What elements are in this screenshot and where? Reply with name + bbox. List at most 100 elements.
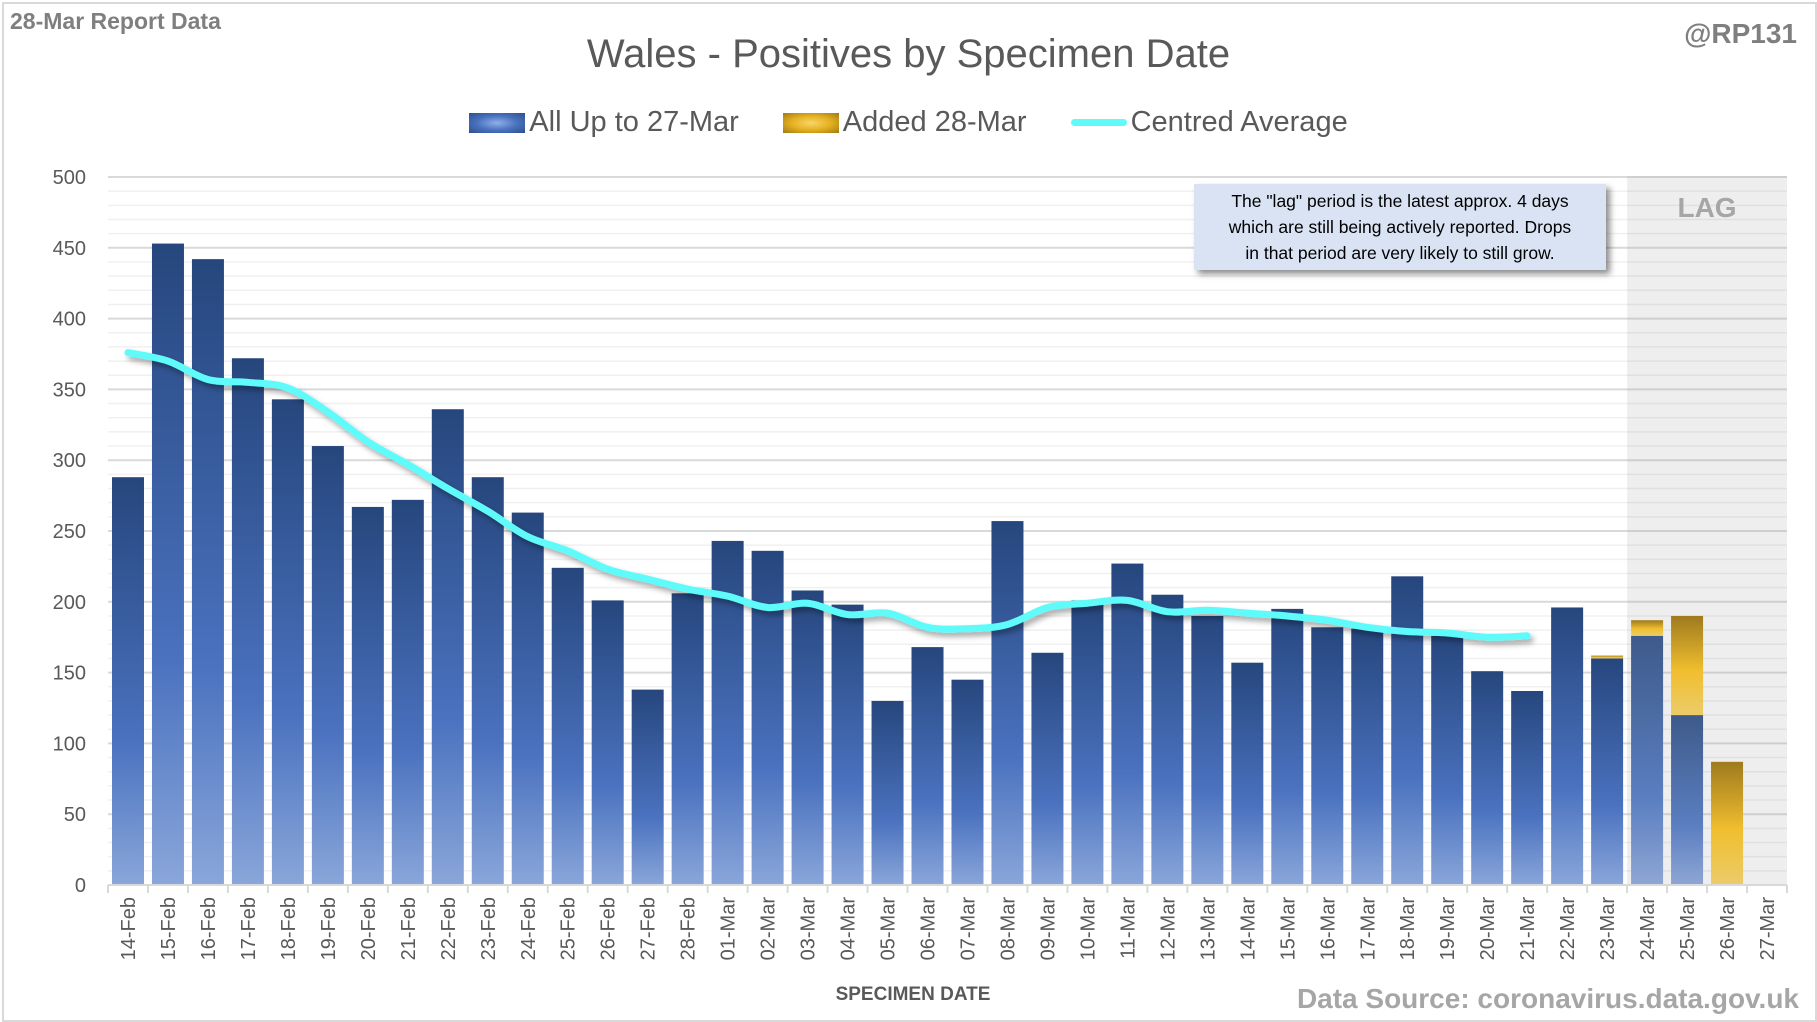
bar-all-up-to [1391, 576, 1424, 885]
y-tick-label: 100 [53, 733, 86, 755]
bar-all-up-to [1031, 652, 1064, 885]
bar-all-up-to [1271, 608, 1304, 885]
x-tick-label: 18-Mar [1397, 897, 1419, 961]
bar-all-up-to [1151, 594, 1184, 885]
bar-all-up-to [271, 399, 304, 885]
y-tick-label: 300 [53, 450, 86, 472]
x-tick-label: 20-Feb [358, 897, 380, 960]
y-tick-label: 400 [53, 309, 86, 331]
bar-added [1631, 620, 1664, 636]
x-tick-label: 07-Mar [957, 897, 979, 961]
x-tick-label: 15-Mar [1277, 897, 1299, 961]
x-tick-label: 27-Mar [1757, 897, 1779, 961]
x-tick-label: 25-Feb [558, 897, 580, 960]
bar-all-up-to [111, 477, 144, 885]
x-tick-label: 28-Feb [678, 897, 700, 960]
x-tick-label: 27-Feb [638, 897, 660, 960]
bar-all-up-to [1071, 600, 1104, 885]
bar-all-up-to [671, 593, 704, 885]
x-tick-label: 21-Mar [1517, 897, 1539, 961]
x-tick-label: 14-Mar [1237, 897, 1259, 961]
x-axis-title: SPECIMEN DATE [835, 984, 991, 1005]
cyan-line-swatch-icon [1070, 119, 1127, 126]
x-tick-label: 15-Feb [158, 897, 180, 960]
bar-all-up-to [1231, 662, 1264, 885]
x-tick-label: 21-Feb [398, 897, 420, 960]
bar-all-up-to [1191, 615, 1224, 885]
bar-all-up-to [1471, 671, 1504, 885]
lag-explanation-note: The "lag" period is the latest approx. 4… [1194, 184, 1606, 270]
x-tick-label: 01-Mar [718, 897, 740, 961]
x-tick-label: 17-Mar [1357, 897, 1379, 961]
bar-all-up-to [1551, 607, 1584, 885]
bar-all-up-to [191, 259, 224, 885]
y-tick-label: 200 [53, 592, 86, 614]
bar-all-up-to [871, 700, 904, 885]
bar-all-up-to [511, 512, 544, 885]
bar-all-up-to [991, 521, 1024, 885]
legend-item-all-up-to: All Up to 27-Mar [469, 106, 739, 139]
bar-all-up-to [151, 243, 184, 885]
x-tick-label: 16-Feb [198, 897, 220, 960]
bar-all-up-to [911, 647, 944, 885]
bar-all-up-to [1511, 691, 1544, 885]
y-tick-label: 450 [53, 238, 86, 260]
data-source-label: Data Source: coronavirus.data.gov.uk [1296, 983, 1799, 1014]
bar-all-up-to [1631, 635, 1664, 885]
x-tick-label: 05-Mar [878, 897, 900, 961]
legend-label: Added 28-Mar [842, 106, 1027, 138]
lag-label: LAG [1677, 192, 1736, 223]
chart-title: Wales - Positives by Specimen Date [586, 32, 1231, 76]
gold-gradient-swatch-icon [782, 112, 839, 133]
bar-all-up-to [791, 590, 824, 885]
x-tick-label: 16-Mar [1317, 897, 1339, 961]
legend-item-centred-average: Centred Average [1070, 106, 1348, 139]
x-tick-label: 13-Mar [1197, 897, 1219, 961]
x-tick-label: 24-Mar [1637, 897, 1659, 961]
bar-added [1591, 655, 1624, 659]
bar-added [1671, 615, 1704, 716]
bar-all-up-to [1431, 635, 1464, 885]
report-date-label: 28-Mar Report Data [10, 8, 221, 34]
bar-all-up-to [751, 550, 784, 885]
bar-all-up-to [351, 506, 384, 885]
bar-all-up-to [951, 679, 984, 885]
x-tick-label: 14-Feb [118, 897, 140, 960]
x-tick-label: 08-Mar [997, 897, 1019, 961]
legend-label: All Up to 27-Mar [529, 106, 739, 138]
legend-item-added: Added 28-Mar [782, 106, 1027, 139]
y-tick-label: 50 [64, 804, 86, 826]
bar-all-up-to [1311, 627, 1344, 885]
bar-all-up-to [311, 446, 344, 885]
x-tick-label: 23-Feb [478, 897, 500, 960]
bar-all-up-to [551, 567, 584, 885]
note-line: The "lag" period is the latest approx. 4… [1231, 191, 1569, 211]
x-tick-label: 19-Mar [1437, 897, 1459, 961]
x-tick-label: 20-Mar [1477, 897, 1499, 961]
centred-average-line [124, 349, 1531, 641]
y-tick-label: 150 [53, 663, 86, 685]
bar-all-up-to [471, 477, 504, 885]
bar-all-up-to [231, 358, 264, 885]
bar-all-up-to [1671, 715, 1704, 885]
author-handle: @RP131 [1684, 18, 1797, 49]
x-tick-label: 19-Feb [318, 897, 340, 960]
x-tick-label: 06-Mar [918, 897, 940, 961]
x-tick-label: 24-Feb [518, 897, 540, 960]
y-tick-label: 250 [53, 521, 86, 543]
x-tick-label: 26-Mar [1717, 897, 1739, 961]
bar-all-up-to [391, 499, 424, 885]
x-tick-label: 22-Mar [1557, 897, 1579, 961]
note-line: in that period are very likely to still … [1245, 243, 1555, 263]
y-tick-label: 0 [75, 875, 86, 897]
x-tick-label: 11-Mar [1117, 897, 1139, 959]
x-tick-label: 10-Mar [1077, 897, 1099, 961]
x-tick-label: 23-Mar [1597, 897, 1619, 961]
x-tick-label: 26-Feb [598, 897, 620, 960]
chart-legend: All Up to 27-Mar Added 28-Mar Centred Av… [0, 106, 1817, 139]
bar-all-up-to [1591, 658, 1624, 885]
bar-all-up-to [831, 604, 864, 885]
bar-all-up-to [1351, 628, 1384, 885]
bar-all-up-to [631, 689, 664, 885]
